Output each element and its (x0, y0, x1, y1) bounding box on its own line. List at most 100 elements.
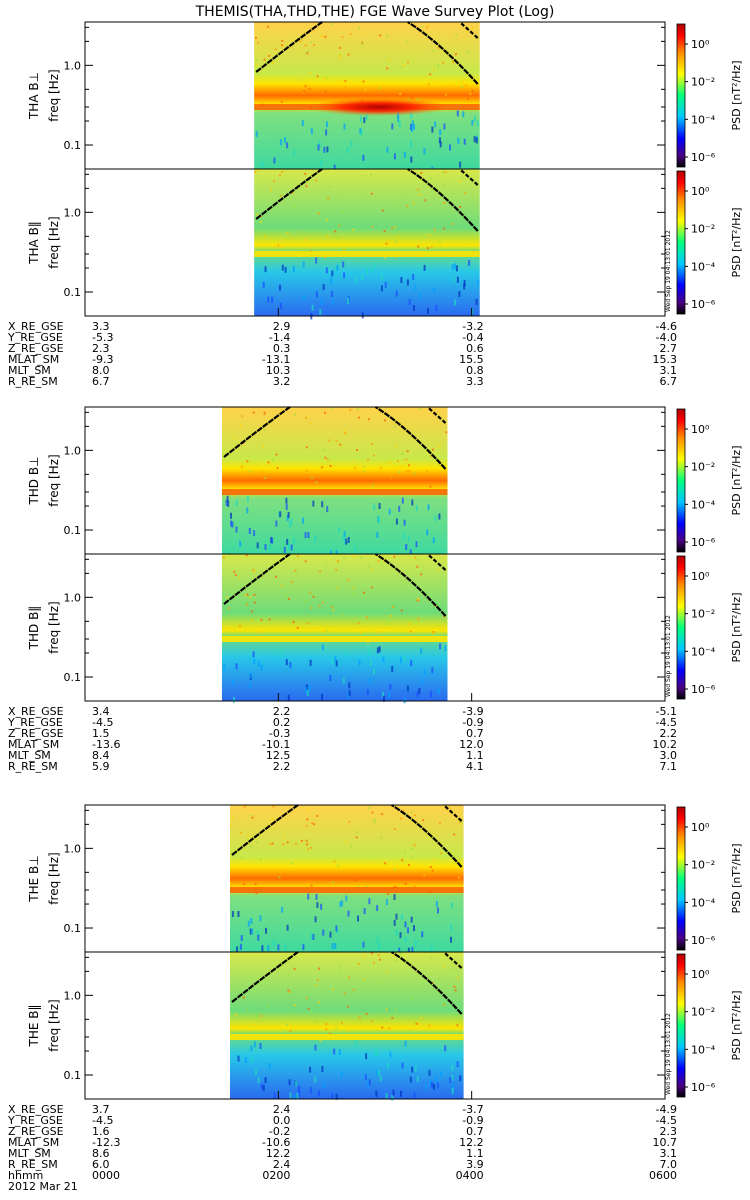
freq-tick-label: 1.0 (64, 591, 82, 604)
ephemeris-value: 1.1 (466, 1147, 484, 1160)
figure-title: THEMIS(THA,THD,THE) FGE Wave Survey Plot… (195, 4, 555, 20)
colorbar (676, 555, 686, 700)
freq-tick-label: 0.1 (64, 139, 82, 152)
ephemeris-label: X_RE_GSE (8, 705, 64, 718)
freq-tick-label: 1.0 (64, 842, 82, 855)
ephemeris-value: 15.5 (459, 353, 484, 366)
ephemeris-label: MLAT_SM (8, 738, 59, 751)
emission-band (221, 489, 448, 496)
ephemeris-label: Z_RE_GSE (8, 1125, 64, 1138)
colorbar (676, 23, 686, 168)
ephemeris-label: X_RE_GSE (8, 320, 64, 333)
ephemeris-label: MLT_SM (8, 749, 51, 762)
gyrofrequency-curve (231, 804, 299, 856)
colorbar-tick-label: 10⁻⁶ (691, 1081, 716, 1094)
colorbar-tick-label: 10⁻⁴ (691, 260, 716, 273)
freq-tick-label: 1.0 (64, 59, 82, 72)
gyrofrequency-curve (426, 406, 447, 424)
colorbar-tick-label: 10⁻⁶ (691, 298, 716, 311)
ephemeris-label: R_RE_SM (8, 760, 58, 773)
ephemeris-value: 2.9 (273, 320, 291, 333)
ephemeris-value: 3.9 (466, 1158, 484, 1171)
ephemeris-value: 12.5 (266, 749, 291, 762)
ephemeris-label: Y_RE_GSE (7, 1114, 63, 1127)
ephemeris-value: -10.6 (262, 1136, 290, 1149)
freq-axis-label: freq [Hz] (47, 999, 61, 1051)
ephemeris-value: 3.7 (92, 1103, 110, 1116)
colorbar-tick-label: 10⁰ (691, 38, 710, 51)
panel-frame (84, 951, 666, 1100)
ephemeris-value: 12.2 (266, 1147, 291, 1160)
ephemeris-value: 10.7 (653, 1136, 678, 1149)
spectrogram-fill (221, 407, 448, 554)
colorbar-tick-label: 10⁻⁶ (691, 934, 716, 947)
gyrofrequency-curve (255, 21, 323, 73)
colorbar-tick-label: 10⁻² (691, 76, 715, 89)
ephemeris-label: Z_RE_GSE (8, 727, 64, 740)
panel-frame (84, 168, 666, 317)
ephemeris-label: MLT_SM (8, 1147, 51, 1160)
ephemeris-value: -4.5 (656, 1114, 677, 1127)
freq-axis-label: freq [Hz] (47, 216, 61, 268)
ephemeris-value: -3.9 (462, 705, 483, 718)
ephemeris-value: 0.7 (466, 1125, 484, 1138)
spectrogram-texture (222, 554, 447, 704)
gyrofrequency-curve (231, 951, 299, 1003)
ephemeris-value: -9.3 (92, 353, 113, 366)
time-tick-label: 0200 (262, 1169, 290, 1182)
ephemeris-label: Z_RE_GSE (8, 342, 64, 355)
ephemeris-label: R_RE_SM (8, 375, 58, 388)
freq-tick-label: 0.1 (64, 286, 82, 299)
gyrofrequency-curve (391, 951, 463, 1015)
ephemeris-value: 2.4 (273, 1103, 291, 1116)
colorbar (676, 806, 686, 951)
timestamp-stamp: Wed Sep 19 04:13:01 2012 (665, 615, 672, 697)
ephemeris-table-thd: X_RE_GSE 3.4 2.2 -3.9 -5.1Y_RE_GSE -4.5 0.2 -0.… (7, 705, 677, 773)
ephemeris-value: 3.1 (660, 1147, 678, 1160)
ephemeris-value: 2.2 (273, 705, 291, 718)
ephemeris-label: X_RE_GSE (8, 1103, 64, 1116)
ephemeris-value: 2.2 (660, 727, 678, 740)
ephemeris-value: 6.7 (660, 375, 678, 388)
colorbar-label: PSD [nT²/Hz] (730, 60, 743, 130)
ephemeris-table-tha: X_RE_GSE 3.3 2.9 -3.2 -4.6 Y_RE_GSE -5.3 -1.4 -0… (7, 320, 677, 388)
colorbar-tick-label: 10⁻² (691, 461, 715, 474)
ephemeris-value: 0.8 (466, 364, 484, 377)
spectrogram-fill (221, 554, 448, 701)
ephemeris-value: -4.5 (92, 716, 113, 729)
ephemeris-value: -1.4 (269, 331, 290, 344)
panel-name-label: THD B⊥ (27, 456, 41, 505)
panel-name-label: THE B⊥ (27, 855, 41, 902)
ephemeris-value: -0.4 (462, 331, 483, 344)
colorbar-tick-label: 10⁻⁴ (691, 113, 716, 126)
panel-name-label: THD B‖ (27, 606, 41, 651)
ephemeris-value: -10.1 (262, 738, 290, 751)
ephemeris-value: 0.7 (466, 727, 484, 740)
ephemeris-value: -3.2 (462, 320, 483, 333)
time-tick-label: 0600 (649, 1169, 677, 1182)
ephemeris-value: 3.0 (660, 749, 678, 762)
ephemeris-value: 0.2 (273, 716, 291, 729)
colorbar-tick-label: 10⁻⁴ (691, 498, 716, 511)
colorbar (676, 408, 686, 553)
ephemeris-value: 5.9 (92, 760, 110, 773)
freq-tick-label: 1.0 (64, 444, 82, 457)
ephemeris-value: 1.6 (92, 1125, 110, 1138)
colorbar-tick-label: 10⁻² (691, 608, 715, 621)
ephemeris-value: 0.0 (273, 1114, 291, 1127)
colorbar-tick-label: 10⁰ (691, 570, 710, 583)
colorbar-label: PSD [nT²/Hz] (730, 843, 743, 913)
gyrofrequency-curve (426, 553, 447, 571)
gyrofrequency-curve (442, 804, 463, 822)
timestamp-stamp: Wed Sep 19 04:13:01 2012 (665, 1013, 672, 1095)
gyrofrequency-curve (255, 168, 323, 220)
ephemeris-value: 3.3 (92, 320, 110, 333)
colorbar-tick-label: 10⁻⁴ (691, 896, 716, 909)
ephemeris-value: 2.3 (92, 342, 110, 355)
freq-axis-label: freq [Hz] (47, 852, 61, 904)
freq-axis-label: freq [Hz] (47, 69, 61, 121)
ephemeris-value: -4.5 (656, 716, 677, 729)
panel-name-label: THA B⊥ (27, 72, 41, 120)
probe-block-thd: 1.0 0.1 THD B⊥ freq [Hz] 10⁰ 10⁻² 10⁻⁴ 10⁻⁶ PSD … (7, 406, 743, 773)
colorbar-label: PSD [nT²/Hz] (730, 990, 743, 1060)
